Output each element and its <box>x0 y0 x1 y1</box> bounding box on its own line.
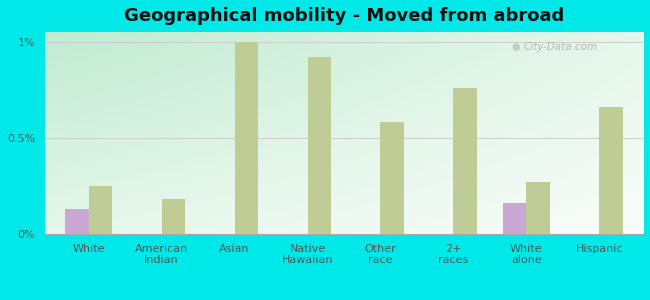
Bar <box>526 182 550 234</box>
Bar <box>454 88 476 234</box>
Text: ●: ● <box>512 42 520 52</box>
Title: Geographical mobility - Moved from abroad: Geographical mobility - Moved from abroa… <box>124 7 564 25</box>
Bar <box>162 200 185 234</box>
Bar <box>307 57 331 234</box>
Bar <box>380 122 404 234</box>
Bar <box>66 209 88 234</box>
Text: City-Data.com: City-Data.com <box>523 42 597 52</box>
Bar <box>503 203 526 234</box>
Bar <box>599 107 623 234</box>
Bar <box>235 42 258 234</box>
Bar <box>88 186 112 234</box>
